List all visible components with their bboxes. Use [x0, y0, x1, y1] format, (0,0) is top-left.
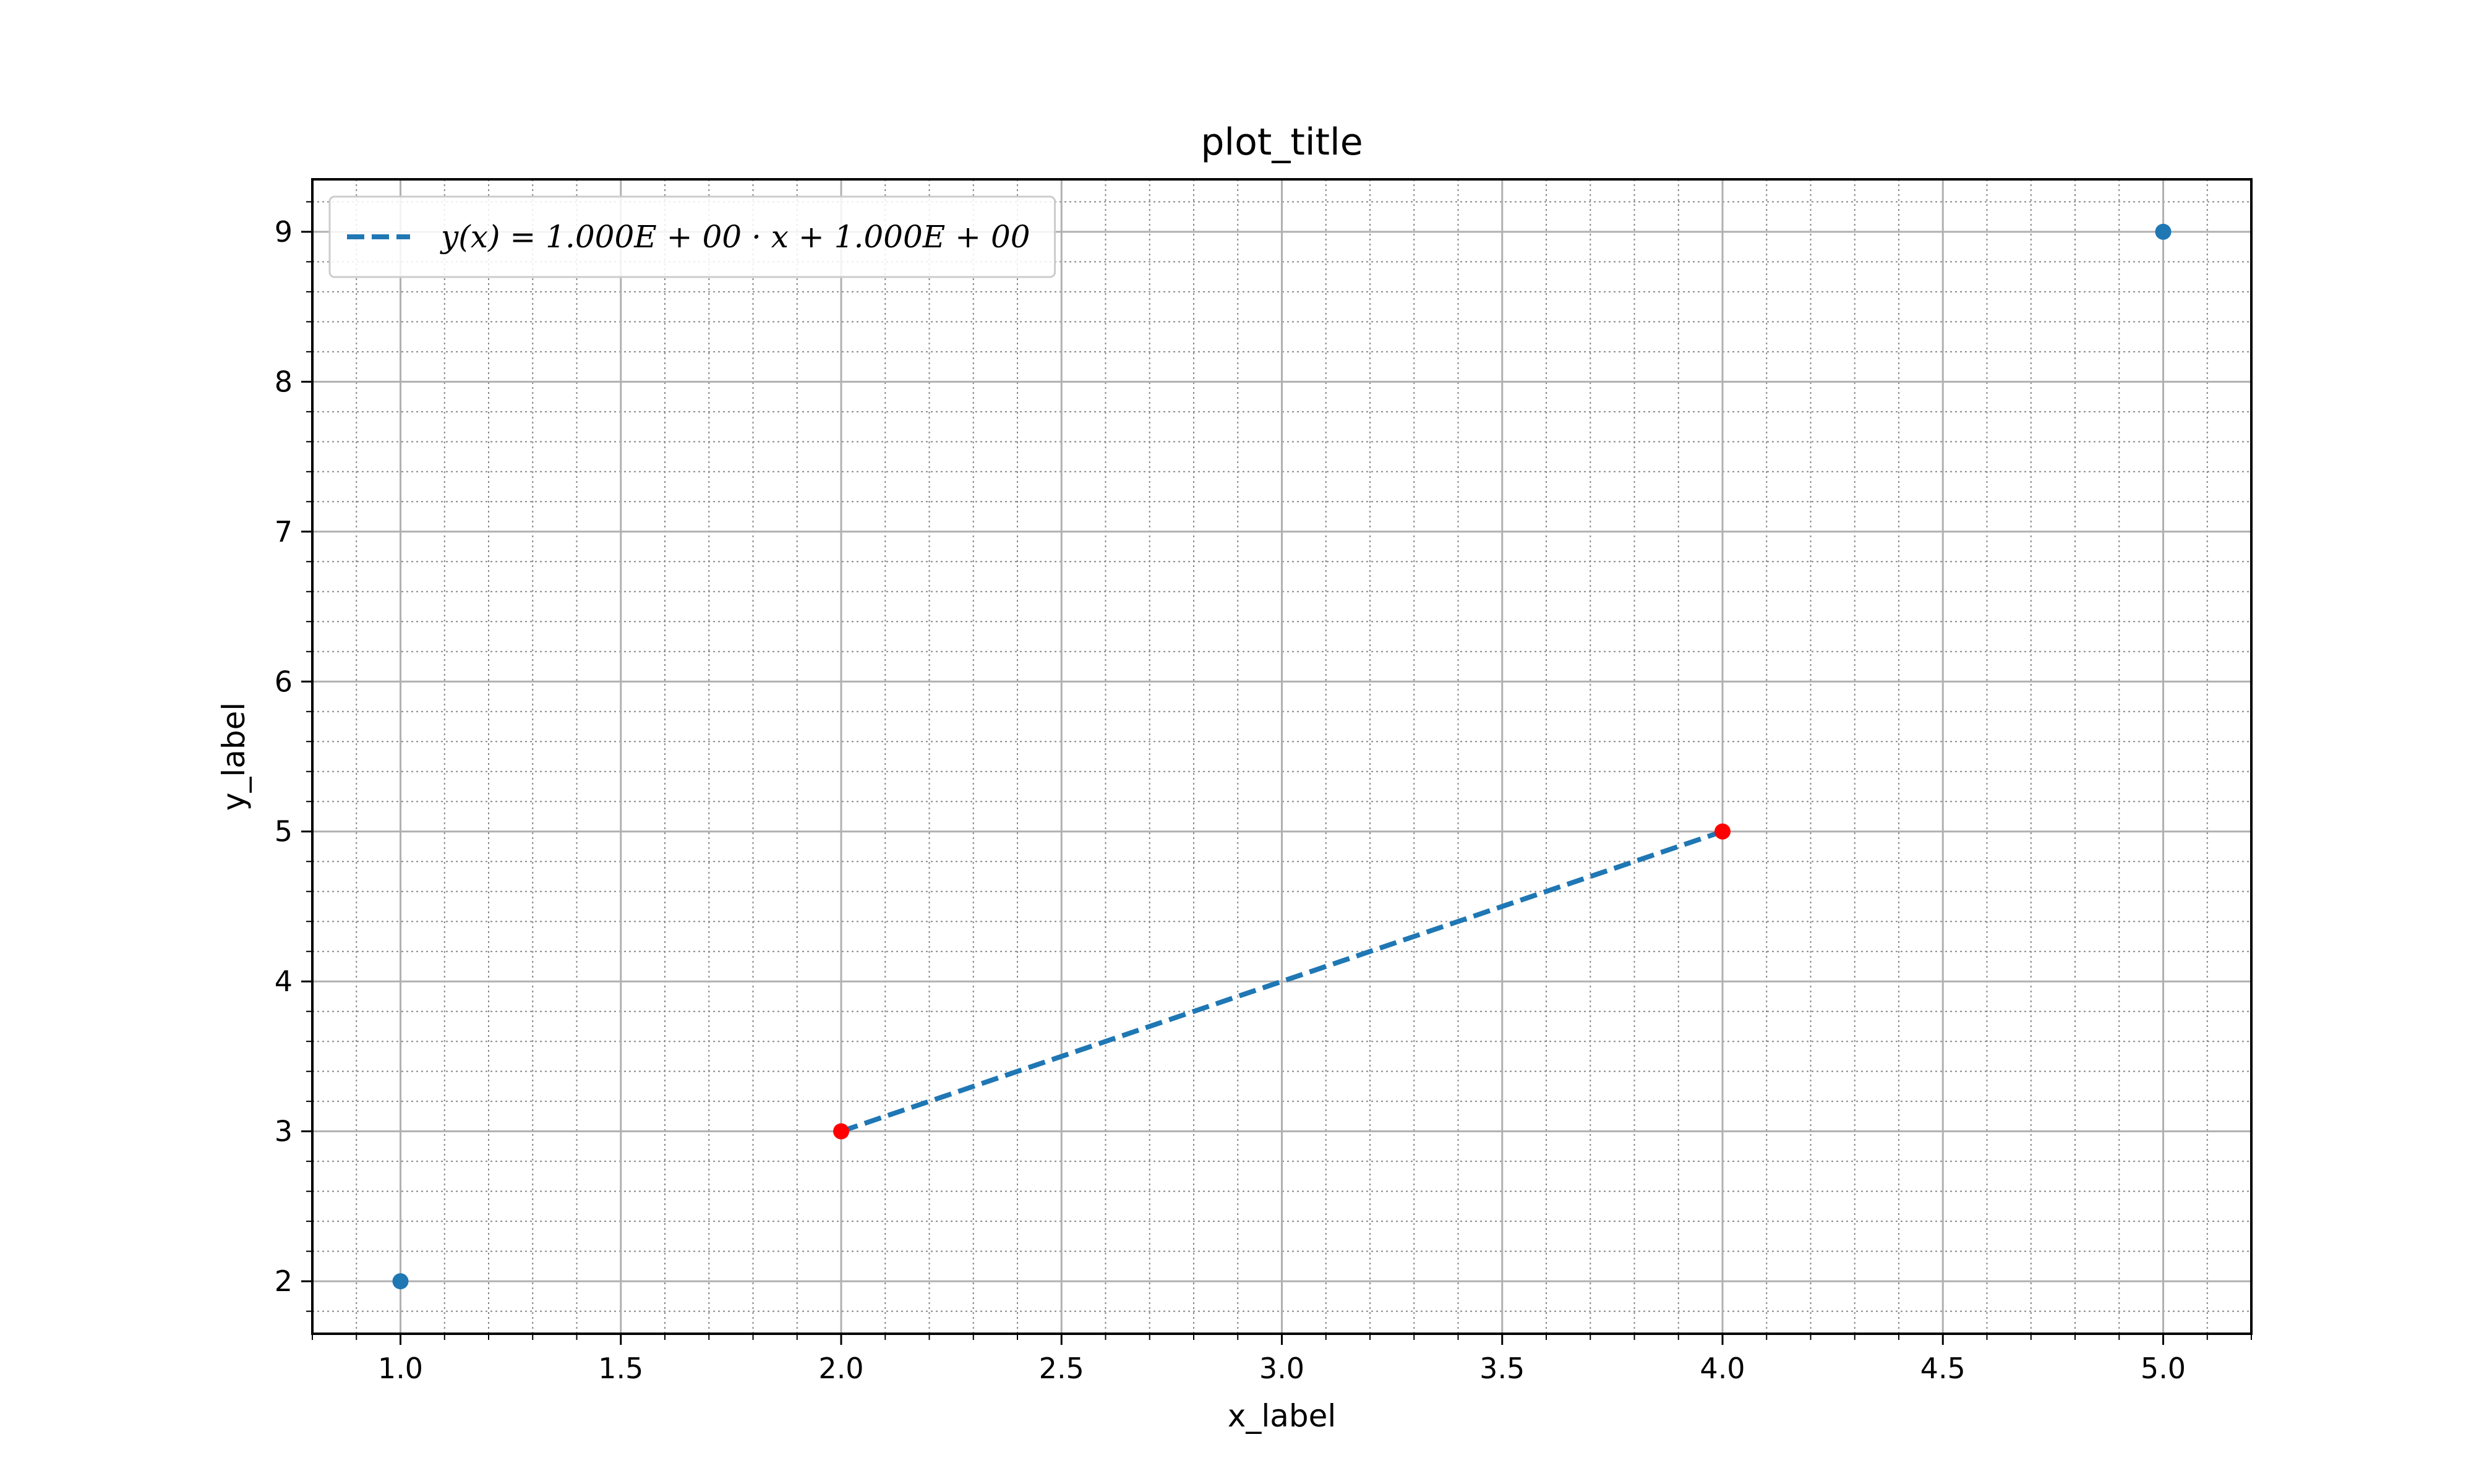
- x-tick-label: 4.5: [1920, 1352, 1966, 1385]
- x-tick-label: 5.0: [2141, 1352, 2186, 1385]
- series-2-point: [1714, 823, 1731, 840]
- y-tick-label: 5: [275, 815, 293, 848]
- x-tick-label: 3.5: [1479, 1352, 1525, 1385]
- y-tick-label: 7: [275, 515, 293, 548]
- chart-title: plot_title: [1201, 121, 1363, 164]
- y-tick-label: 9: [275, 215, 293, 249]
- series-layer: [392, 223, 2172, 1290]
- x-tick-label: 1.0: [378, 1352, 423, 1385]
- axis-ticks: [301, 201, 2252, 1345]
- x-axis-label: x_label: [1228, 1398, 1337, 1434]
- legend-entry-label: y(x) = 1.000E + 00 · x + 1.000E + 00: [440, 219, 1030, 255]
- series-2-point: [833, 1123, 849, 1140]
- y-tick-label: 8: [275, 365, 293, 398]
- major-grid: [312, 179, 2251, 1334]
- y-tick-label: 6: [275, 665, 293, 698]
- x-tick-label: 2.5: [1039, 1352, 1084, 1385]
- x-tick-label: 4.0: [1700, 1352, 1745, 1385]
- legend-box: [328, 195, 1056, 278]
- y-tick-label: 2: [275, 1264, 293, 1298]
- y-tick-label: 3: [275, 1115, 293, 1148]
- series-0-line: [840, 829, 1724, 1134]
- x-tick-label: 1.5: [598, 1352, 643, 1385]
- series-1-point: [2155, 223, 2172, 240]
- tick-labels: 1.0 1.5 2.0 2.5 3.0 3.5 4.0 4.5 5.0 2 3 4 5 6 7 8 9: [275, 215, 2186, 1385]
- y-axis-label: y_label: [216, 702, 252, 811]
- legend: y(x) = 1.000E + 00 · x + 1.000E + 00: [328, 195, 1056, 278]
- series-1-point: [392, 1273, 409, 1290]
- x-tick-label: 3.0: [1259, 1352, 1304, 1385]
- x-tick-label: 2.0: [818, 1352, 863, 1385]
- y-tick-label: 4: [275, 965, 293, 998]
